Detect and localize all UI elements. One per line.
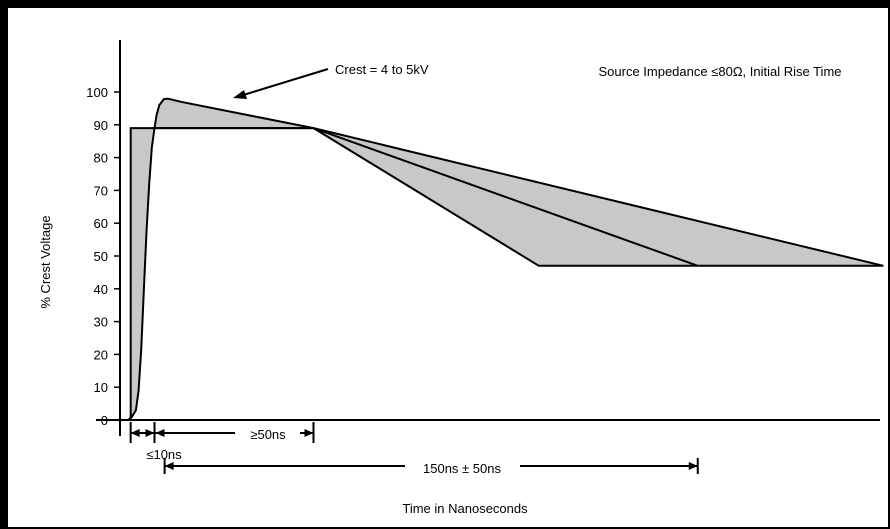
arrowhead-mark [145,429,155,437]
series-line-fast [127,97,884,421]
arrowhead-mark [130,429,140,437]
rise-time-label: ≤10ns [146,447,182,462]
y-tick-label: 0 [101,413,108,428]
y-tick-label: 40 [94,282,108,297]
plateau-label: ≥50ns [250,427,286,442]
ideal-envelope-line [129,127,314,420]
y-tick-label: 10 [94,380,108,395]
crest-pointer-head [233,90,247,99]
arrowhead-mark [304,429,314,437]
arrowhead-mark [155,429,165,437]
x-axis-label: Time in Nanoseconds [402,501,528,516]
series-line-slow [313,127,884,267]
crest-annotation: Crest = 4 to 5kV [335,62,429,77]
y-axis-label: % Crest Voltage [38,215,53,308]
y-tick-label: 50 [94,249,108,264]
y-tick-label: 100 [86,85,108,100]
crest-pointer-line [239,68,329,97]
y-tick-label: 90 [94,118,108,133]
decay-label: 150ns ± 50ns [423,461,501,476]
y-tick-label: 70 [94,183,108,198]
arrowhead-mark [164,462,174,470]
arrowhead-mark [688,462,698,470]
y-tick-label: 20 [94,347,108,362]
y-tick-label: 80 [94,151,108,166]
chart-subtitle: Source Impedance ≤80Ω, Initial Rise Time [598,64,841,79]
y-tick-label: 60 [94,216,108,231]
y-tick-label: 30 [94,315,108,330]
